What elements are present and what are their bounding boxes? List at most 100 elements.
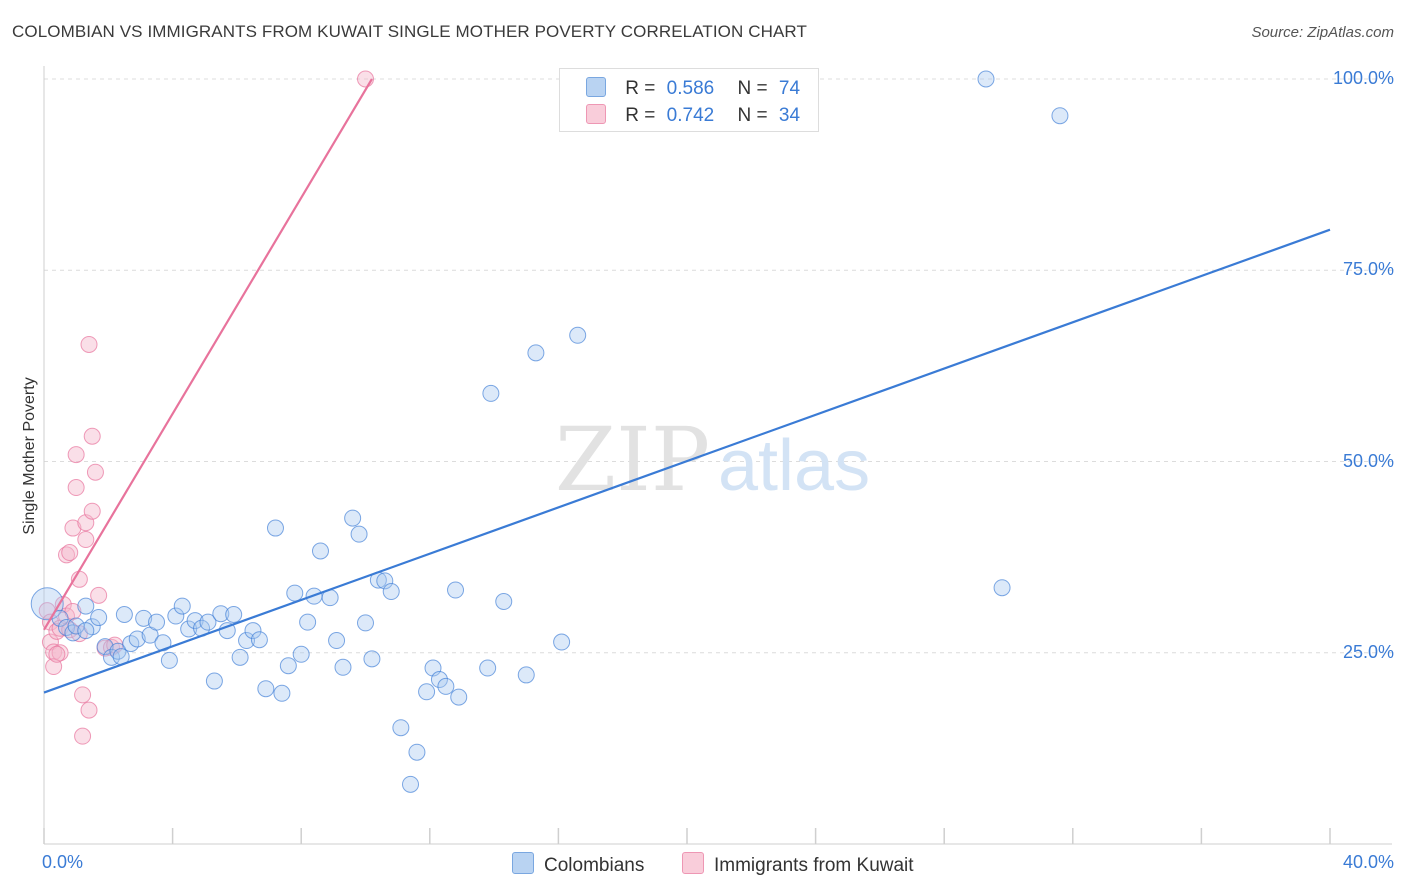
colombians-point [447, 581, 465, 599]
bottom-legend-colombians: Colombians [512, 852, 644, 877]
legend-row-colombians: R = 0.586 N = 74 [586, 77, 800, 100]
y-tick-label: 100.0% [1332, 68, 1394, 88]
colombians-point [450, 688, 468, 706]
colombians-point [517, 666, 535, 684]
legend-r-label: R = [625, 78, 656, 99]
watermark-zip: ZIP [555, 408, 710, 511]
colombians-point [479, 659, 497, 677]
colombians-point [199, 613, 217, 631]
colombians-point [993, 579, 1011, 597]
series-kuwait-points [38, 70, 374, 745]
kuwait-point [67, 479, 85, 497]
x-tick-label-max: 40.0% [1342, 852, 1394, 872]
colombians-point [167, 607, 185, 625]
colombians-point [553, 633, 571, 651]
colombians-point [392, 719, 410, 737]
kuwait-point [67, 446, 85, 464]
legend-n-value: 34 [778, 105, 801, 126]
colombians-point [231, 648, 249, 666]
series-colombians-points [30, 70, 1069, 793]
colombians-point [977, 70, 995, 88]
colombians-point [527, 344, 545, 362]
kuwait-point [64, 519, 82, 537]
colombians-point [250, 631, 268, 649]
colombians-point [402, 775, 420, 793]
y-axis-label: Single Mother Poverty [21, 377, 38, 535]
legend-r-value: 0.586 [666, 78, 715, 99]
source-label: Source: ZipAtlas.com [1251, 24, 1394, 41]
colombians-point [408, 743, 426, 761]
watermark-atlas: atlas [718, 426, 870, 506]
grid-lines [44, 78, 1392, 654]
colombians-point [569, 326, 587, 344]
colombians-point [363, 650, 381, 668]
colombians-point [77, 597, 95, 615]
colombians-point [311, 542, 329, 560]
colombians-point [128, 630, 146, 648]
kuwait-point [90, 586, 108, 604]
colombians-point [437, 677, 455, 695]
colombians-point [382, 583, 400, 601]
colombians-point [225, 606, 243, 623]
kuwait-point [58, 546, 76, 564]
legend-r-label: R = [625, 105, 656, 126]
kuwait-point [48, 645, 66, 663]
colombians-point [103, 648, 121, 666]
x-tick-label-min: 0.0% [42, 852, 84, 872]
legend-swatch-blue [586, 77, 606, 97]
kuwait-point [77, 531, 95, 549]
colombians-point [344, 509, 362, 527]
colombians-point [238, 632, 256, 650]
colombians-point [148, 613, 166, 631]
legend-n-label: N = [737, 105, 768, 126]
colombians-point [244, 622, 262, 640]
bottom-legend-swatch-blue [512, 852, 534, 874]
colombians-point [328, 632, 346, 650]
correlation-legend: R = 0.586 N = 74 R = 0.742 N = 34 [559, 68, 819, 132]
kuwait-point [86, 463, 104, 481]
kuwait-trend-line [43, 78, 373, 631]
kuwait-point [61, 544, 79, 562]
trend-lines [43, 78, 1331, 694]
legend-swatch-pink [586, 104, 606, 124]
colombians-point [135, 609, 153, 627]
bottom-legend-label: Immigrants from Kuwait [714, 855, 914, 876]
axes [43, 66, 1392, 845]
colombians-point [376, 572, 394, 590]
colombians-point [286, 584, 304, 602]
kuwait-point [80, 335, 98, 353]
colombians-point [109, 642, 127, 660]
kuwait-point [74, 686, 92, 704]
colombians-point [173, 597, 191, 615]
y-tick-label: 25.0% [1342, 641, 1394, 662]
colombians-point [273, 684, 291, 702]
y-tick-label: 50.0% [1342, 450, 1394, 471]
colombians-point [279, 657, 297, 675]
colombians-point [299, 613, 317, 631]
kuwait-point [83, 427, 101, 445]
colombians-point [482, 384, 500, 402]
colombians-trend-line [43, 228, 1331, 694]
kuwait-point [74, 727, 92, 745]
kuwait-point [80, 701, 98, 719]
colombians-point [257, 680, 275, 698]
colombians-point [212, 605, 230, 623]
colombians-point [180, 620, 198, 638]
colombians-point [495, 592, 513, 610]
legend-n-label: N = [737, 78, 768, 99]
kuwait-point [45, 643, 63, 661]
colombians-point [1051, 107, 1069, 125]
chart-title: COLOMBIAN VS IMMIGRANTS FROM KUWAIT SING… [12, 22, 807, 41]
bottom-legend-swatch-pink [682, 852, 704, 874]
legend-r-value: 0.742 [666, 105, 715, 126]
colombians-point [205, 672, 223, 690]
colombians-point [266, 519, 284, 537]
colombians-point [430, 671, 448, 689]
colombians-point [418, 683, 436, 701]
legend-row-kuwait: R = 0.742 N = 34 [586, 104, 800, 127]
bottom-legend-kuwait: Immigrants from Kuwait [682, 852, 914, 877]
colombians-point [357, 614, 374, 632]
y-tick-label: 75.0% [1342, 259, 1394, 280]
kuwait-point [83, 502, 101, 520]
bottom-legend-label: Colombians [544, 855, 645, 876]
